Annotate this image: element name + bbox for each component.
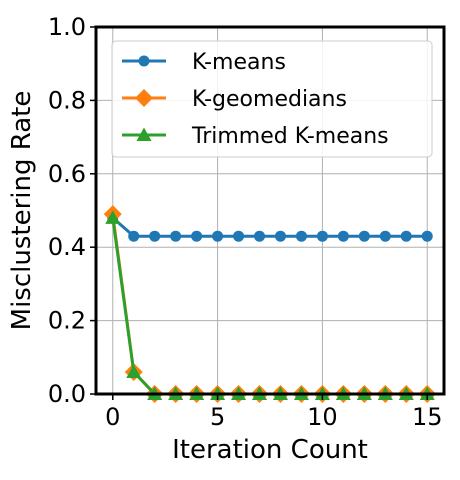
x-tick-label: 15 <box>412 403 443 431</box>
y-tick-label: 0.6 <box>48 160 86 188</box>
data-point <box>295 230 307 242</box>
data-point <box>233 230 245 242</box>
data-point <box>316 230 328 242</box>
data-point <box>421 230 433 242</box>
x-tick-label: 10 <box>307 403 338 431</box>
data-point <box>274 230 286 242</box>
data-point <box>254 230 266 242</box>
data-point <box>170 230 182 242</box>
y-tick-label: 1.0 <box>48 13 86 41</box>
legend-label: K-geomedians <box>192 87 347 112</box>
data-point <box>105 210 121 224</box>
data-point <box>126 364 142 378</box>
ticks: 0 5 10 15 0.0 0.2 0.4 0.6 0.8 1.0 <box>48 13 443 431</box>
x-axis-title: Iteration Count <box>172 435 368 465</box>
legend-marker <box>136 127 152 141</box>
data-point <box>400 230 412 242</box>
legend-item: Trimmed K-means <box>122 124 389 149</box>
series-line <box>111 216 428 238</box>
plot-frame <box>94 25 446 396</box>
x-tick-label: 0 <box>105 403 120 431</box>
data-point <box>379 230 391 242</box>
data-point <box>212 230 224 242</box>
y-tick-label: 0.0 <box>48 380 86 408</box>
legend-label: Trimmed K-means <box>191 124 389 149</box>
series-line <box>111 213 428 396</box>
data-point <box>191 230 203 242</box>
series-layer <box>103 205 437 403</box>
legend: K-means K-geomedians Trimmed K-means <box>111 40 433 158</box>
y-tick-label: 0.2 <box>48 307 86 335</box>
legend-box <box>111 40 433 158</box>
legend-marker <box>138 55 150 67</box>
legend-item: K-means <box>122 50 286 75</box>
x-tick-label: 5 <box>210 403 225 431</box>
series-line <box>111 217 428 396</box>
data-point <box>358 230 370 242</box>
data-point <box>128 230 140 242</box>
data-point <box>337 230 349 242</box>
legend-marker <box>135 89 153 107</box>
y-axis-title: Misclustering Rate <box>7 91 37 331</box>
legend-label: K-means <box>192 50 286 75</box>
data-point <box>149 230 161 242</box>
legend-item: K-geomedians <box>122 87 347 112</box>
series-k-means <box>107 212 433 242</box>
y-tick-label: 0.4 <box>48 233 86 261</box>
y-tick-label: 0.8 <box>48 86 86 114</box>
